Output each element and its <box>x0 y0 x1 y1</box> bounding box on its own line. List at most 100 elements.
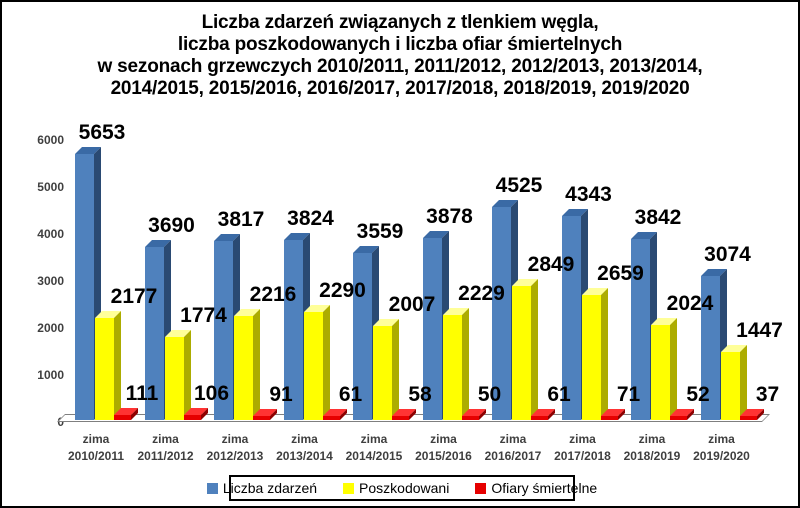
legend-swatch-icon <box>475 482 487 494</box>
bar-face-front <box>531 416 548 420</box>
category-label-prefix: zima <box>430 432 457 446</box>
legend-label: Ofiary śmiertelne <box>491 480 598 496</box>
bar-liczba-zdarze- <box>492 200 518 420</box>
category-label-prefix: zima <box>638 432 666 446</box>
bar-face-front <box>234 315 253 420</box>
data-label: 61 <box>338 383 363 406</box>
category-label-prefix: zima <box>152 432 179 446</box>
bar-face-front <box>512 286 531 420</box>
bar-face-front <box>739 416 757 420</box>
legend-item: Ofiary śmiertelne <box>475 480 597 496</box>
bar-ofiary-miertelne <box>392 409 416 420</box>
bar-liczba-zdarze- <box>144 239 171 420</box>
bar-ofiary-miertelne <box>183 408 208 420</box>
data-label: 106 <box>193 382 230 406</box>
bar-liczba-zdarze- <box>75 147 101 420</box>
bar-face-front <box>253 415 270 420</box>
bar-face-front <box>581 295 601 420</box>
chart-title-line: w sezonach grzewczych 2010/2011, 2011/20… <box>97 56 703 77</box>
y-axis-tick-label: 3000 <box>37 274 64 288</box>
category-label-season: 2016/2017 <box>484 449 542 463</box>
data-label: 3690 <box>148 213 195 237</box>
bar-face-side <box>392 318 399 420</box>
category-label-season: 2015/2016 <box>415 449 472 463</box>
bar-face-front <box>75 154 94 420</box>
bar-liczba-zdarze- <box>283 233 310 420</box>
bar-ofiary-miertelne <box>531 409 555 420</box>
chart-title-line: Liczba zdarzeń związanych z tlenkiem węg… <box>201 12 599 33</box>
bar-face-side <box>183 329 191 420</box>
category-label-prefix: zima <box>291 432 318 446</box>
bar-face-side <box>600 288 608 420</box>
bar-poszkodowani <box>164 329 191 420</box>
bar-face-side <box>461 308 469 420</box>
data-label: 2216 <box>249 282 297 306</box>
category-axis-label: zima 2011/2012 <box>121 431 211 465</box>
y-axis-tick-label: 1000 <box>37 368 64 382</box>
data-label: 52 <box>686 383 710 406</box>
category-label-season: 2017/2018 <box>554 449 611 463</box>
bar-face-front <box>303 312 323 420</box>
data-label: 1774 <box>180 303 227 327</box>
data-label: 2849 <box>527 253 575 277</box>
y-axis-tick-label: 6000 <box>37 133 64 147</box>
category-label-season: 2018/2019 <box>623 449 681 463</box>
data-label: 4525 <box>495 174 543 198</box>
chart-title-line: 2014/2015, 2015/2016, 2016/2017, 2017/20… <box>110 78 690 99</box>
data-label: 61 <box>547 383 571 406</box>
bar-face-front <box>720 351 740 420</box>
bar-liczba-zdarze- <box>631 232 657 420</box>
bar-poszkodowani <box>720 344 747 420</box>
category-axis-label: zima 2012/2013 <box>190 431 280 465</box>
bar-face-front <box>214 240 233 420</box>
category-axis-label: zima 2014/2015 <box>329 431 419 465</box>
data-label: 4343 <box>565 182 612 206</box>
bar-face-front <box>442 315 462 420</box>
data-label: 2007 <box>388 292 436 316</box>
data-label: 3559 <box>356 219 404 243</box>
bar-liczba-zdarze- <box>214 233 240 420</box>
bar-face-front <box>561 215 581 420</box>
category-axis-label: zima 2018/2019 <box>607 431 697 465</box>
category-axis-label: zima 2017/2018 <box>538 431 628 465</box>
data-label: 2290 <box>319 279 366 303</box>
category-label-prefix: zima <box>221 432 249 446</box>
bar-poszkodowani <box>442 308 469 420</box>
bar-face-side <box>322 305 330 420</box>
bar-ofiary-miertelne <box>600 409 625 420</box>
data-label: 111 <box>125 381 159 405</box>
bar-ofiary-miertelne <box>670 409 694 420</box>
category-axis-label: zima 2016/2017 <box>468 431 558 465</box>
bar-face-front <box>144 246 164 420</box>
legend-item: Liczba zdarzeń <box>206 480 318 496</box>
category-label-season: 2019/2020 <box>693 449 750 463</box>
data-label: 2659 <box>597 262 644 286</box>
data-label: 3074 <box>704 242 751 266</box>
y-axis-tick-label: 0 <box>57 415 64 429</box>
bar-face-front <box>95 317 114 420</box>
bar-liczba-zdarze- <box>700 268 727 420</box>
category-label-prefix: zima <box>569 432 596 446</box>
bar-face-front <box>631 239 650 420</box>
data-label: 2177 <box>110 284 158 308</box>
bar-poszkodowani <box>234 308 260 420</box>
bar-poszkodowani <box>512 279 538 420</box>
data-label: 5653 <box>78 121 126 145</box>
bar-poszkodowani <box>373 318 399 420</box>
category-axis-label: zima 2013/2014 <box>260 431 350 465</box>
bar-face-front <box>700 275 720 420</box>
data-label: 2024 <box>666 291 714 315</box>
bar-ofiary-miertelne <box>322 409 347 420</box>
category-label-season: 2010/2011 <box>67 449 125 463</box>
bar-ofiary-miertelne <box>461 409 486 420</box>
legend-swatch-icon <box>206 482 218 494</box>
category-axis-label: zima 2019/2020 <box>677 431 767 465</box>
data-label: 50 <box>477 383 502 406</box>
data-label: 3817 <box>217 207 265 231</box>
bar-poszkodowani <box>303 305 330 420</box>
category-label-season: 2014/2015 <box>345 449 403 463</box>
category-axis-label: zima 2010/2011 <box>51 431 141 465</box>
legend-label: Liczba zdarzeń <box>222 480 318 496</box>
bar-face-front <box>492 207 511 420</box>
